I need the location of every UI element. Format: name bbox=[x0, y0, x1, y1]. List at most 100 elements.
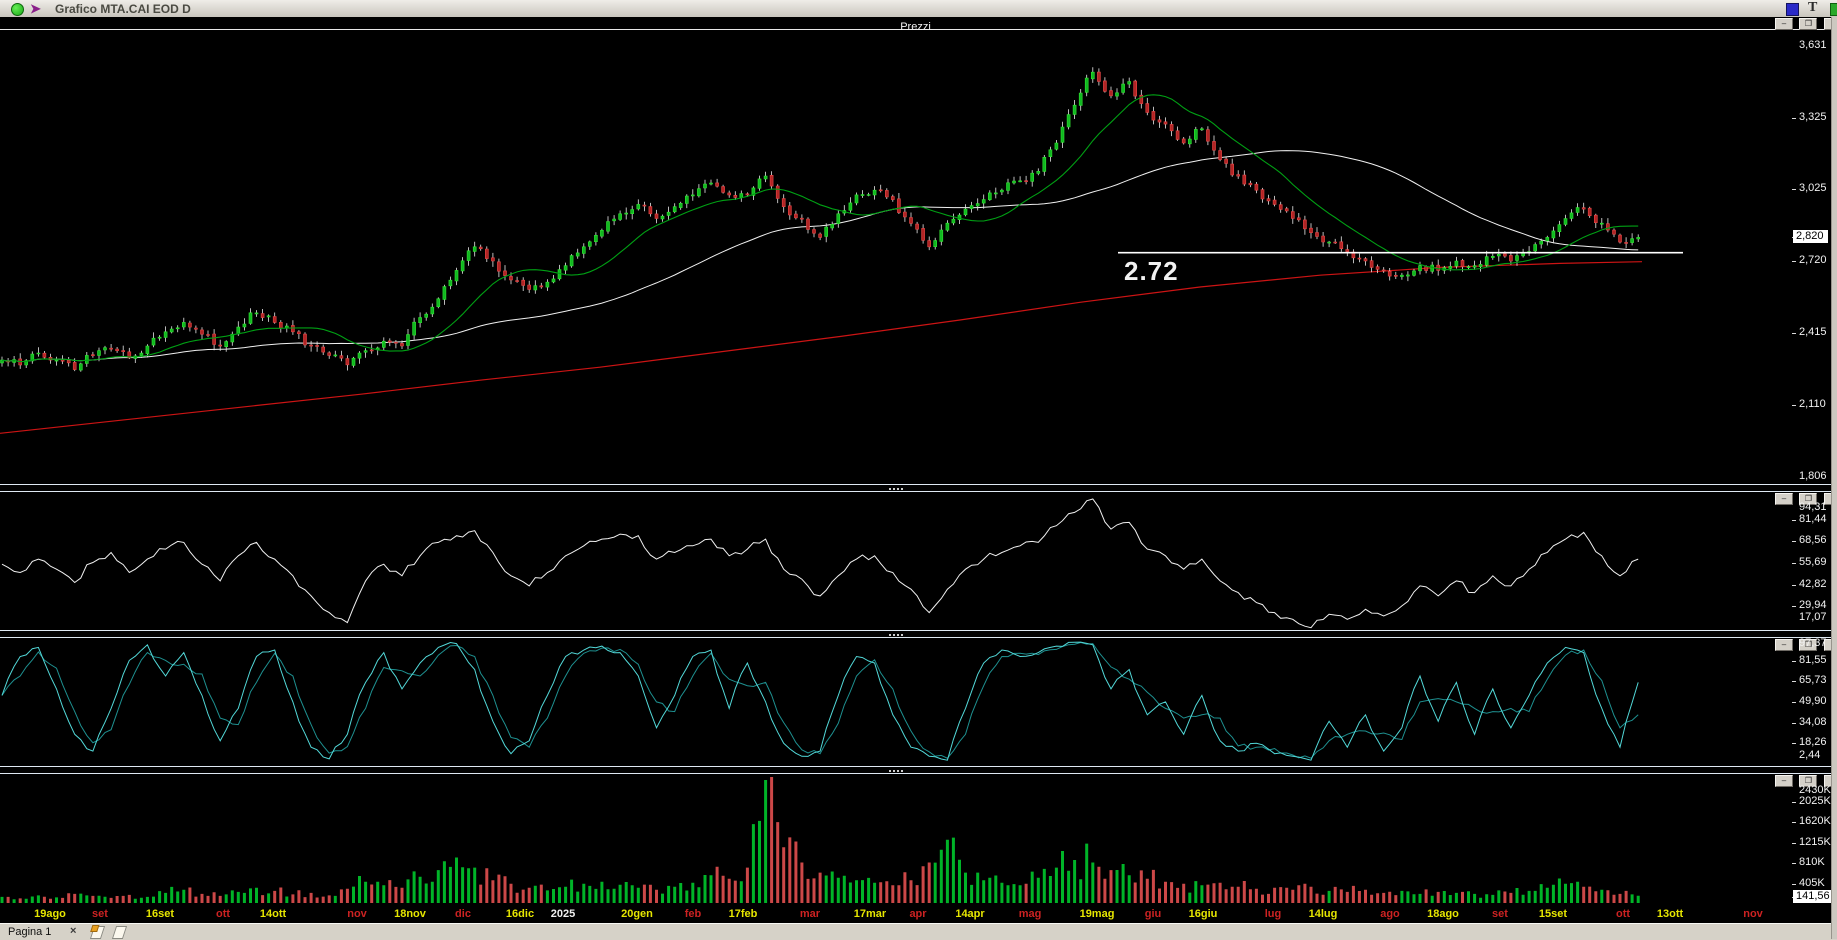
date-label: set bbox=[92, 908, 108, 920]
axis-tick bbox=[1792, 189, 1796, 190]
date-label: 13ott bbox=[1656, 908, 1684, 920]
axis-tick bbox=[1792, 863, 1796, 864]
new-page-icon[interactable] bbox=[111, 926, 128, 939]
axis-label: 405K bbox=[1799, 877, 1825, 889]
tab-pagina-1[interactable]: Pagina 1 bbox=[8, 926, 52, 938]
axis-label: 2,110 bbox=[1799, 398, 1826, 410]
axis-label: 97,37 bbox=[1799, 637, 1827, 649]
axis-tick bbox=[1792, 520, 1796, 521]
candle-wicks bbox=[1, 67, 1639, 372]
axis-label: 1,806 bbox=[1799, 470, 1827, 482]
tab-close-icon[interactable]: × bbox=[70, 925, 77, 937]
date-label: 15set bbox=[1538, 908, 1568, 920]
candles-down bbox=[6, 71, 1628, 370]
page-icon[interactable] bbox=[89, 925, 106, 939]
axis-tick bbox=[1792, 802, 1796, 803]
axis-tick bbox=[1792, 606, 1796, 607]
axis-label: 17,07 bbox=[1799, 611, 1827, 623]
window-right-border bbox=[1831, 17, 1837, 939]
date-label: 18nov bbox=[394, 908, 426, 920]
panel-minimize-button[interactable]: – bbox=[1775, 18, 1793, 30]
panel-restore-button[interactable]: ❒ bbox=[1799, 18, 1818, 30]
date-label: 16dic bbox=[505, 908, 535, 920]
axis-label: 65,73 bbox=[1799, 674, 1827, 686]
date-label: ago bbox=[1380, 908, 1400, 920]
current-value-label: 2,820 bbox=[1793, 230, 1828, 243]
axis-label: 2430K bbox=[1799, 784, 1831, 796]
color-box-icon[interactable] bbox=[1786, 3, 1799, 16]
date-label: 19ago bbox=[34, 908, 66, 920]
date-label: set bbox=[1492, 908, 1508, 920]
axis-tick bbox=[1792, 702, 1796, 703]
panel-title: Prezzi bbox=[900, 21, 931, 33]
panel-minimize-button[interactable]: – bbox=[1775, 493, 1793, 505]
date-label: 20gen bbox=[621, 908, 653, 920]
axis-label: 49,90 bbox=[1799, 695, 1827, 707]
axis-tick bbox=[1792, 681, 1796, 682]
stoch-k-line bbox=[1, 641, 1639, 761]
date-label: 17feb bbox=[728, 908, 758, 920]
panel-restore-button[interactable]: ❒ bbox=[1799, 775, 1818, 787]
panel-splitter[interactable] bbox=[0, 484, 1831, 492]
date-label: mar bbox=[799, 908, 821, 920]
date-label: 18ago bbox=[1427, 908, 1459, 920]
value-axis: 3,631 3,325 3,025 2,820 2,720 2,415 2,110 1,806… bbox=[1792, 0, 1836, 923]
panel-window-controls[interactable]: – ❒ × bbox=[1773, 639, 1837, 651]
date-label: 19mag bbox=[1079, 908, 1115, 920]
panel-minimize-button[interactable]: – bbox=[1775, 639, 1793, 651]
panel-splitter[interactable] bbox=[0, 630, 1831, 638]
axis-tick bbox=[1792, 118, 1796, 119]
window-title: Grafico MTA.CAI EOD D bbox=[55, 2, 191, 16]
date-label: ott bbox=[215, 908, 231, 920]
page-tab-bar: Pagina 1 × bbox=[0, 923, 1837, 940]
date-label: 14ott bbox=[259, 908, 287, 920]
window-titlebar[interactable]: ➤ Grafico MTA.CAI EOD D T bbox=[0, 0, 1837, 18]
axis-tick bbox=[1792, 843, 1796, 844]
chart-canvas[interactable] bbox=[0, 30, 1792, 904]
axis-label: 34,08 bbox=[1799, 716, 1827, 728]
date-label: dic bbox=[455, 908, 471, 920]
price-panel-header: Prezzi bbox=[0, 17, 1831, 33]
axis-tick bbox=[1792, 884, 1796, 885]
ma-mid-line bbox=[1, 150, 1639, 363]
axis-label: 81,44 bbox=[1799, 513, 1827, 525]
oscillator-line bbox=[1, 498, 1639, 629]
date-label: ott bbox=[1615, 908, 1631, 920]
axis-label: 81,55 bbox=[1799, 654, 1827, 666]
axis-tick bbox=[1792, 661, 1796, 662]
splitter-grip-icon[interactable] bbox=[889, 488, 891, 490]
date-label: 14apr bbox=[955, 908, 985, 920]
axis-label: 68,56 bbox=[1799, 534, 1827, 546]
axis-label: 3,325 bbox=[1799, 111, 1827, 123]
axis-label: 3,631 bbox=[1799, 39, 1827, 51]
axis-label: 2025K bbox=[1799, 795, 1831, 807]
date-label: mag bbox=[1018, 908, 1042, 920]
axis-label: 2,44 bbox=[1799, 749, 1821, 761]
current-value-label: 141,56 bbox=[1793, 890, 1834, 903]
splitter-grip-icon[interactable] bbox=[889, 634, 891, 636]
panel-restore-button[interactable]: ❒ bbox=[1799, 493, 1818, 505]
stoch-d-line bbox=[1, 641, 1639, 759]
app-status-icon bbox=[11, 3, 24, 16]
axis-tick bbox=[1792, 585, 1796, 586]
panel-splitter[interactable] bbox=[0, 766, 1831, 774]
axis-tick bbox=[1792, 822, 1796, 823]
axis-label: 94,31 bbox=[1799, 501, 1827, 513]
axis-tick bbox=[1792, 723, 1796, 724]
panel-restore-button[interactable]: ❒ bbox=[1799, 639, 1818, 651]
panel-minimize-button[interactable]: – bbox=[1775, 775, 1793, 787]
axis-label: 3,025 bbox=[1799, 182, 1827, 194]
text-tool-icon[interactable]: T bbox=[1808, 0, 1818, 15]
panel-window-controls[interactable]: – ❒ × bbox=[1773, 18, 1837, 30]
date-label: nov bbox=[1743, 908, 1763, 920]
ma-fast-line bbox=[1, 94, 1639, 363]
axis-label: 810K bbox=[1799, 856, 1825, 868]
splitter-grip-icon[interactable] bbox=[889, 770, 891, 772]
axis-tick bbox=[1792, 261, 1796, 262]
axis-label: 29,94 bbox=[1799, 599, 1827, 611]
clipped-toolbar-icon[interactable] bbox=[1830, 3, 1837, 16]
axis-label: 18,26 bbox=[1799, 736, 1827, 748]
axis-tick bbox=[1792, 563, 1796, 564]
date-label: 14lug bbox=[1308, 908, 1338, 920]
date-label: feb bbox=[684, 908, 702, 920]
